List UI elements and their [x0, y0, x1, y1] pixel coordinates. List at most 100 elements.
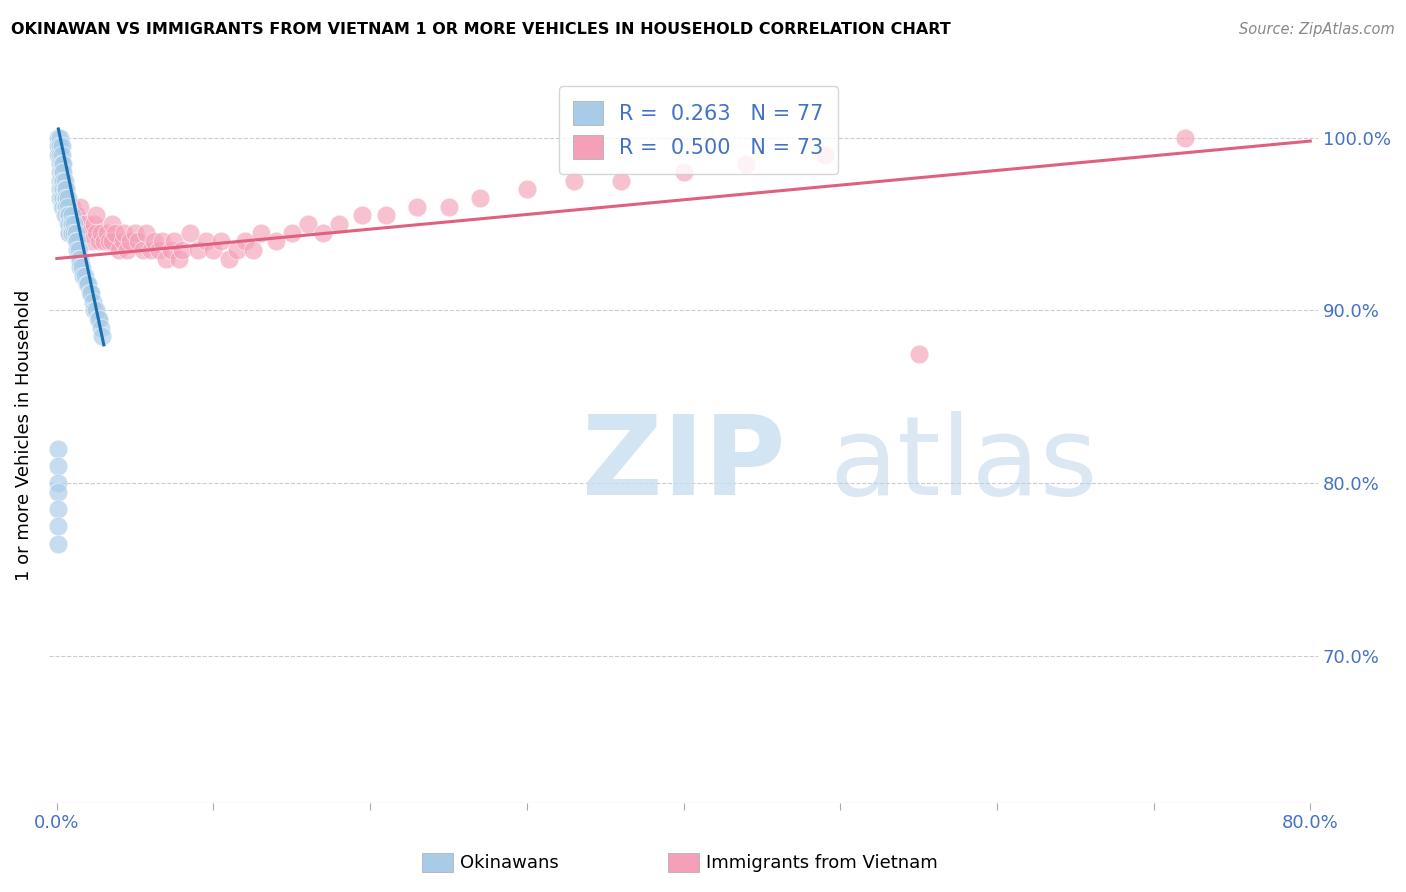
- Text: ZIP: ZIP: [582, 411, 786, 518]
- Point: [83, 217, 105, 231]
- Point: [49, 174, 72, 188]
- Point: [55, 208, 77, 222]
- Point: [77, 226, 100, 240]
- Point: [62, 208, 84, 222]
- Point: [72, 226, 94, 240]
- Point: [172, 243, 194, 257]
- Point: [86, 312, 108, 326]
- Text: atlas: atlas: [830, 411, 1098, 518]
- Point: [90, 320, 112, 334]
- Point: [84, 208, 107, 222]
- Point: [264, 234, 287, 248]
- Point: [111, 234, 134, 248]
- Point: [56, 191, 79, 205]
- Point: [135, 226, 157, 240]
- Point: [516, 182, 538, 196]
- Point: [52, 191, 75, 205]
- Point: [51, 182, 73, 196]
- Point: [167, 252, 190, 266]
- Point: [66, 234, 89, 248]
- Point: [51, 174, 73, 188]
- Text: Source: ZipAtlas.com: Source: ZipAtlas.com: [1239, 22, 1395, 37]
- Point: [49, 148, 72, 162]
- Point: [48, 476, 70, 491]
- Point: [72, 268, 94, 283]
- Point: [65, 226, 87, 240]
- Point: [56, 200, 79, 214]
- Point: [735, 156, 758, 170]
- Point: [352, 208, 374, 222]
- Point: [83, 303, 105, 318]
- Point: [52, 182, 75, 196]
- Point: [48, 458, 70, 473]
- Point: [468, 191, 491, 205]
- Point: [58, 226, 80, 240]
- Point: [1174, 130, 1197, 145]
- Point: [55, 191, 77, 205]
- Point: [51, 148, 73, 162]
- Point: [48, 442, 70, 456]
- Point: [65, 234, 87, 248]
- Point: [48, 519, 70, 533]
- Point: [281, 226, 304, 240]
- Point: [67, 243, 90, 257]
- Point: [55, 182, 77, 196]
- Point: [53, 174, 76, 188]
- Point: [48, 484, 70, 499]
- Point: [218, 252, 240, 266]
- Point: [65, 208, 87, 222]
- Point: [160, 243, 183, 257]
- Point: [66, 243, 89, 257]
- Point: [51, 165, 73, 179]
- Point: [96, 226, 118, 240]
- Point: [97, 234, 120, 248]
- Point: [155, 252, 177, 266]
- Point: [610, 174, 633, 188]
- Point: [150, 234, 173, 248]
- Point: [69, 260, 91, 274]
- Point: [80, 234, 103, 248]
- Point: [69, 252, 91, 266]
- Point: [187, 243, 209, 257]
- Point: [49, 165, 72, 179]
- Point: [76, 277, 98, 292]
- Point: [63, 217, 86, 231]
- Point: [49, 139, 72, 153]
- Point: [242, 243, 264, 257]
- Point: [62, 217, 84, 231]
- Point: [226, 243, 249, 257]
- Text: OKINAWAN VS IMMIGRANTS FROM VIETNAM 1 OR MORE VEHICLES IN HOUSEHOLD CORRELATION : OKINAWAN VS IMMIGRANTS FROM VIETNAM 1 OR…: [11, 22, 950, 37]
- Point: [70, 260, 93, 274]
- Point: [59, 217, 82, 231]
- Point: [52, 200, 75, 214]
- Point: [194, 234, 217, 248]
- Point: [77, 277, 100, 292]
- Point: [562, 174, 585, 188]
- Point: [48, 502, 70, 516]
- Point: [48, 139, 70, 153]
- Point: [49, 156, 72, 170]
- Point: [58, 217, 80, 231]
- Point: [53, 208, 76, 222]
- Point: [127, 234, 149, 248]
- Point: [80, 286, 103, 301]
- Point: [179, 226, 201, 240]
- Point: [374, 208, 396, 222]
- Point: [51, 191, 73, 205]
- Point: [90, 226, 112, 240]
- Legend: R =  0.263   N = 77, R =  0.500   N = 73: R = 0.263 N = 77, R = 0.500 N = 73: [558, 87, 838, 174]
- Point: [907, 346, 929, 360]
- Point: [249, 226, 271, 240]
- Point: [233, 234, 256, 248]
- Point: [672, 165, 695, 179]
- Point: [59, 226, 82, 240]
- Point: [69, 200, 91, 214]
- Point: [437, 200, 460, 214]
- Point: [51, 139, 73, 153]
- Point: [124, 226, 146, 240]
- Point: [93, 234, 115, 248]
- Point: [52, 165, 75, 179]
- Point: [202, 243, 225, 257]
- Point: [66, 226, 89, 240]
- Point: [91, 329, 114, 343]
